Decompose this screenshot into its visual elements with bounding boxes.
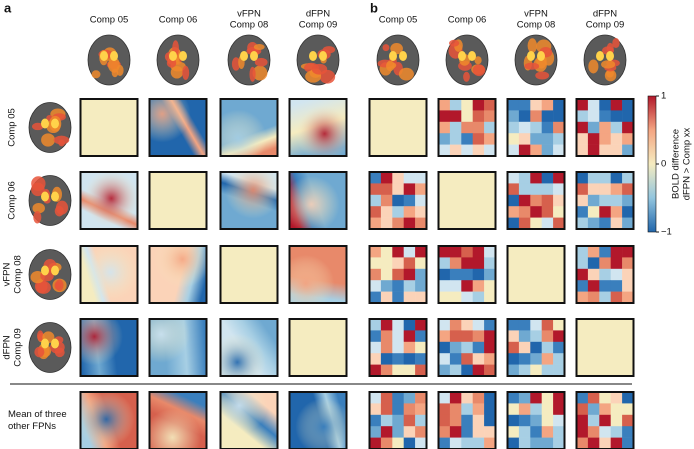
row-header: Comp 06 bbox=[7, 181, 18, 220]
column-header: Comp 09 bbox=[299, 20, 338, 31]
brain-image bbox=[28, 322, 72, 373]
brain-image bbox=[445, 34, 489, 86]
row-header: Comp 09 bbox=[13, 328, 24, 367]
grid-map bbox=[437, 318, 497, 377]
row-header: vFPN bbox=[2, 262, 13, 286]
grid-map bbox=[368, 245, 428, 304]
grid-map bbox=[575, 318, 635, 377]
smooth-map bbox=[79, 318, 139, 377]
column-header: Comp 05 bbox=[379, 15, 418, 26]
column-header: vFPN bbox=[524, 9, 548, 20]
brain-image bbox=[28, 175, 72, 226]
smooth-map bbox=[148, 391, 208, 449]
smooth-map bbox=[148, 318, 208, 377]
smooth-map bbox=[79, 391, 139, 449]
column-header: Comp 09 bbox=[586, 20, 625, 31]
grid-map bbox=[368, 171, 428, 230]
grid-map bbox=[368, 391, 428, 449]
colorbar-tick-label: 0 bbox=[661, 159, 666, 170]
colorbar-tick-label: 1 bbox=[661, 91, 666, 102]
panel-label: b bbox=[370, 0, 378, 15]
column-header: Comp 08 bbox=[517, 20, 556, 31]
grid-map bbox=[575, 98, 635, 157]
smooth-map bbox=[79, 245, 139, 304]
smooth-map bbox=[219, 98, 279, 157]
smooth-map bbox=[148, 171, 208, 230]
brain-image bbox=[583, 34, 627, 86]
column-header: Comp 06 bbox=[448, 15, 487, 26]
colorbar-label: BOLD difference bbox=[671, 129, 682, 199]
smooth-map bbox=[148, 98, 208, 157]
grid-map bbox=[506, 318, 566, 377]
smooth-map bbox=[219, 171, 279, 230]
smooth-map bbox=[288, 318, 348, 377]
brain-image bbox=[156, 34, 200, 86]
column-header: Comp 06 bbox=[159, 15, 198, 26]
smooth-map bbox=[288, 98, 348, 157]
row-header: other FPNs bbox=[8, 421, 56, 432]
panel-label: a bbox=[4, 0, 12, 15]
smooth-map bbox=[219, 391, 279, 449]
brain-image bbox=[28, 102, 72, 153]
colorbar bbox=[647, 95, 657, 233]
grid-map bbox=[506, 245, 566, 304]
smooth-map bbox=[219, 245, 279, 304]
brain-image bbox=[227, 34, 271, 86]
brain-image bbox=[514, 34, 558, 86]
smooth-map bbox=[219, 318, 279, 377]
column-header: vFPN bbox=[237, 9, 261, 20]
brain-image bbox=[87, 34, 131, 86]
smooth-map bbox=[288, 171, 348, 230]
grid-map bbox=[506, 391, 566, 449]
column-header: Comp 08 bbox=[230, 20, 269, 31]
grid-map bbox=[437, 171, 497, 230]
grid-map bbox=[575, 171, 635, 230]
grid-map bbox=[437, 98, 497, 157]
colorbar-label: dFPN > Comp xx bbox=[682, 127, 693, 200]
row-header: dFPN bbox=[2, 335, 13, 359]
grid-map bbox=[575, 391, 635, 449]
grid-map bbox=[437, 245, 497, 304]
row-header: Comp 08 bbox=[13, 255, 24, 294]
grid-map bbox=[506, 98, 566, 157]
column-header: Comp 05 bbox=[90, 15, 129, 26]
smooth-map bbox=[288, 245, 348, 304]
column-header: dFPN bbox=[306, 9, 330, 20]
smooth-map bbox=[148, 245, 208, 304]
smooth-map bbox=[288, 391, 348, 449]
grid-map bbox=[437, 391, 497, 449]
brain-image bbox=[376, 34, 420, 86]
column-header: dFPN bbox=[593, 9, 617, 20]
grid-map bbox=[368, 318, 428, 377]
colorbar-tick-label: −1 bbox=[661, 227, 672, 238]
grid-map bbox=[368, 98, 428, 157]
brain-image bbox=[296, 34, 340, 86]
smooth-map bbox=[79, 98, 139, 157]
brain-image bbox=[28, 249, 72, 300]
grid-map bbox=[506, 171, 566, 230]
smooth-map bbox=[79, 171, 139, 230]
row-header: Mean of three bbox=[8, 409, 67, 420]
grid-map bbox=[575, 245, 635, 304]
row-header: Comp 05 bbox=[7, 108, 18, 147]
